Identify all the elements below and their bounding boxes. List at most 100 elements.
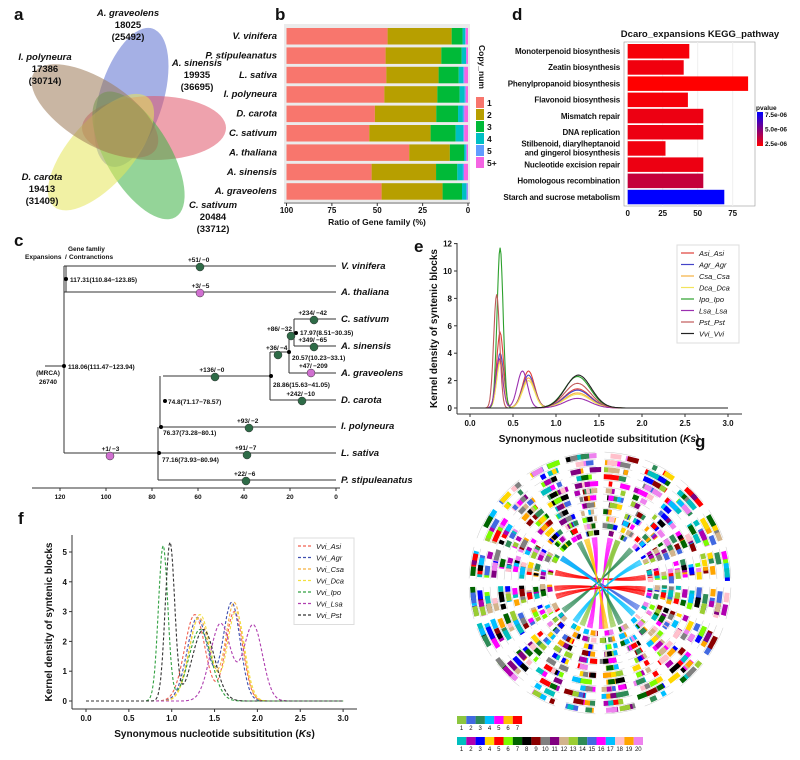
circos-track-line xyxy=(601,528,615,532)
category-label: P. stipuleanatus xyxy=(205,50,277,61)
circos-gene-block xyxy=(634,624,640,630)
circos-track-line xyxy=(550,656,570,667)
panel-label-g: g xyxy=(695,432,705,451)
circos-track-line xyxy=(489,622,504,649)
gene-family-change-marker xyxy=(244,423,254,433)
circos-gene-block xyxy=(503,613,512,625)
circos-track-line xyxy=(705,586,711,614)
pvalue-colorbar xyxy=(757,112,763,146)
circos-gene-block xyxy=(618,475,627,483)
circos-track-line xyxy=(510,586,515,608)
separator: / xyxy=(245,471,247,478)
circos-gene-block xyxy=(618,632,626,640)
circos-gene-block xyxy=(645,537,651,543)
circos-gene-block xyxy=(531,466,544,477)
legend-swatch xyxy=(476,133,484,144)
circos-gene-block xyxy=(695,562,701,568)
venn-species-total: (33712) xyxy=(197,224,230,235)
circos-track-line xyxy=(579,654,598,659)
circos-gene-block xyxy=(529,642,537,651)
circos-track-line xyxy=(603,688,631,694)
circos-track-line xyxy=(524,641,542,659)
circos-gene-block xyxy=(632,664,642,672)
circos-track-line xyxy=(569,627,582,634)
circos-gene-block xyxy=(512,541,519,548)
circos-gene-block xyxy=(633,545,641,552)
circos-gene-block xyxy=(651,514,658,521)
circos-gene-block xyxy=(724,567,730,578)
circos-track-line xyxy=(534,472,561,487)
category-label: A. graveolens xyxy=(214,186,277,197)
circos-track-line xyxy=(602,507,621,512)
circos-chromosome-sector xyxy=(618,623,674,707)
circos-gene-block xyxy=(692,533,701,544)
circos-gene-block xyxy=(580,453,590,460)
circos-track-line xyxy=(496,521,509,546)
circos-track-line xyxy=(639,679,666,694)
legend-label: 10 xyxy=(542,747,549,753)
circos-gene-block xyxy=(539,609,545,614)
circos-gene-block xyxy=(580,678,589,685)
circos-gene-block xyxy=(570,527,579,535)
legend-swatch xyxy=(540,737,550,745)
gene-family-change-marker xyxy=(273,350,283,360)
legend-label: Vvi_Vvi xyxy=(699,330,724,339)
circos-gene-block xyxy=(533,586,539,594)
legend-label: Dca_Dca xyxy=(699,284,730,293)
legend-label: Pst_Pst xyxy=(699,318,726,327)
circos-track-line xyxy=(725,546,732,579)
bar-segment-copy-5 xyxy=(466,183,468,200)
circos-track-line xyxy=(604,695,633,701)
kegg-bar xyxy=(627,125,704,140)
circos-gene-block xyxy=(602,672,612,678)
circos-gene-block xyxy=(484,565,491,576)
x-tick-label: 1.0 xyxy=(166,714,178,723)
expansion-count: +51 xyxy=(188,257,199,264)
expansion-count: +93 xyxy=(237,418,248,425)
circos-track-line xyxy=(496,620,509,645)
circos-track-line xyxy=(630,499,650,510)
circos-track-line xyxy=(583,521,598,525)
legend-label: Vvi_Pst xyxy=(316,611,342,620)
circos-track-line xyxy=(692,556,697,580)
circos-track-line xyxy=(678,585,683,606)
circos-track-line xyxy=(567,695,596,701)
circos-gene-block xyxy=(660,512,669,521)
tip-label: A. graveolens xyxy=(340,368,403,379)
circos-gene-block xyxy=(676,489,685,498)
circos-gene-block xyxy=(658,654,670,665)
circos-chromosome-sector xyxy=(599,629,637,715)
y-tick-label: 8 xyxy=(448,294,453,303)
circos-track-line xyxy=(667,610,678,629)
circos-gene-block xyxy=(551,468,558,475)
circos-track-line xyxy=(496,479,520,503)
circos-gene-block xyxy=(590,488,598,494)
circos-gene-block xyxy=(538,515,547,524)
colorbar-tick-label: 5.0e-06 xyxy=(765,127,787,134)
circos-gene-block xyxy=(526,498,535,507)
circos-gene-block xyxy=(677,534,684,541)
circos-track-line xyxy=(509,615,521,637)
x-tick-label: 40 xyxy=(240,494,248,501)
x-tick-label: 75 xyxy=(327,206,336,215)
circos-gene-block xyxy=(692,519,700,527)
x-tick-label: 0.5 xyxy=(123,714,135,723)
legend-label: Vvi_Csa xyxy=(316,565,344,574)
circos-gene-block xyxy=(525,659,533,666)
tip-label: L. sativa xyxy=(341,448,379,459)
circos-chromosome-sector xyxy=(468,584,553,620)
venn-species-name: C. sativum xyxy=(189,200,238,211)
circos-gene-block xyxy=(509,610,518,622)
circos-track-line xyxy=(603,472,631,478)
circos-track-line xyxy=(489,552,495,580)
circos-gene-block xyxy=(581,635,589,642)
legend-label: 18 xyxy=(616,747,623,753)
circos-gene-block xyxy=(510,485,518,493)
circos-gene-block xyxy=(607,509,613,515)
tree-node xyxy=(287,350,291,354)
circos-gene-block xyxy=(578,656,588,663)
circos-gene-block xyxy=(720,604,729,616)
circos-gene-block xyxy=(541,670,548,678)
contraction-count: −2 xyxy=(251,418,259,425)
